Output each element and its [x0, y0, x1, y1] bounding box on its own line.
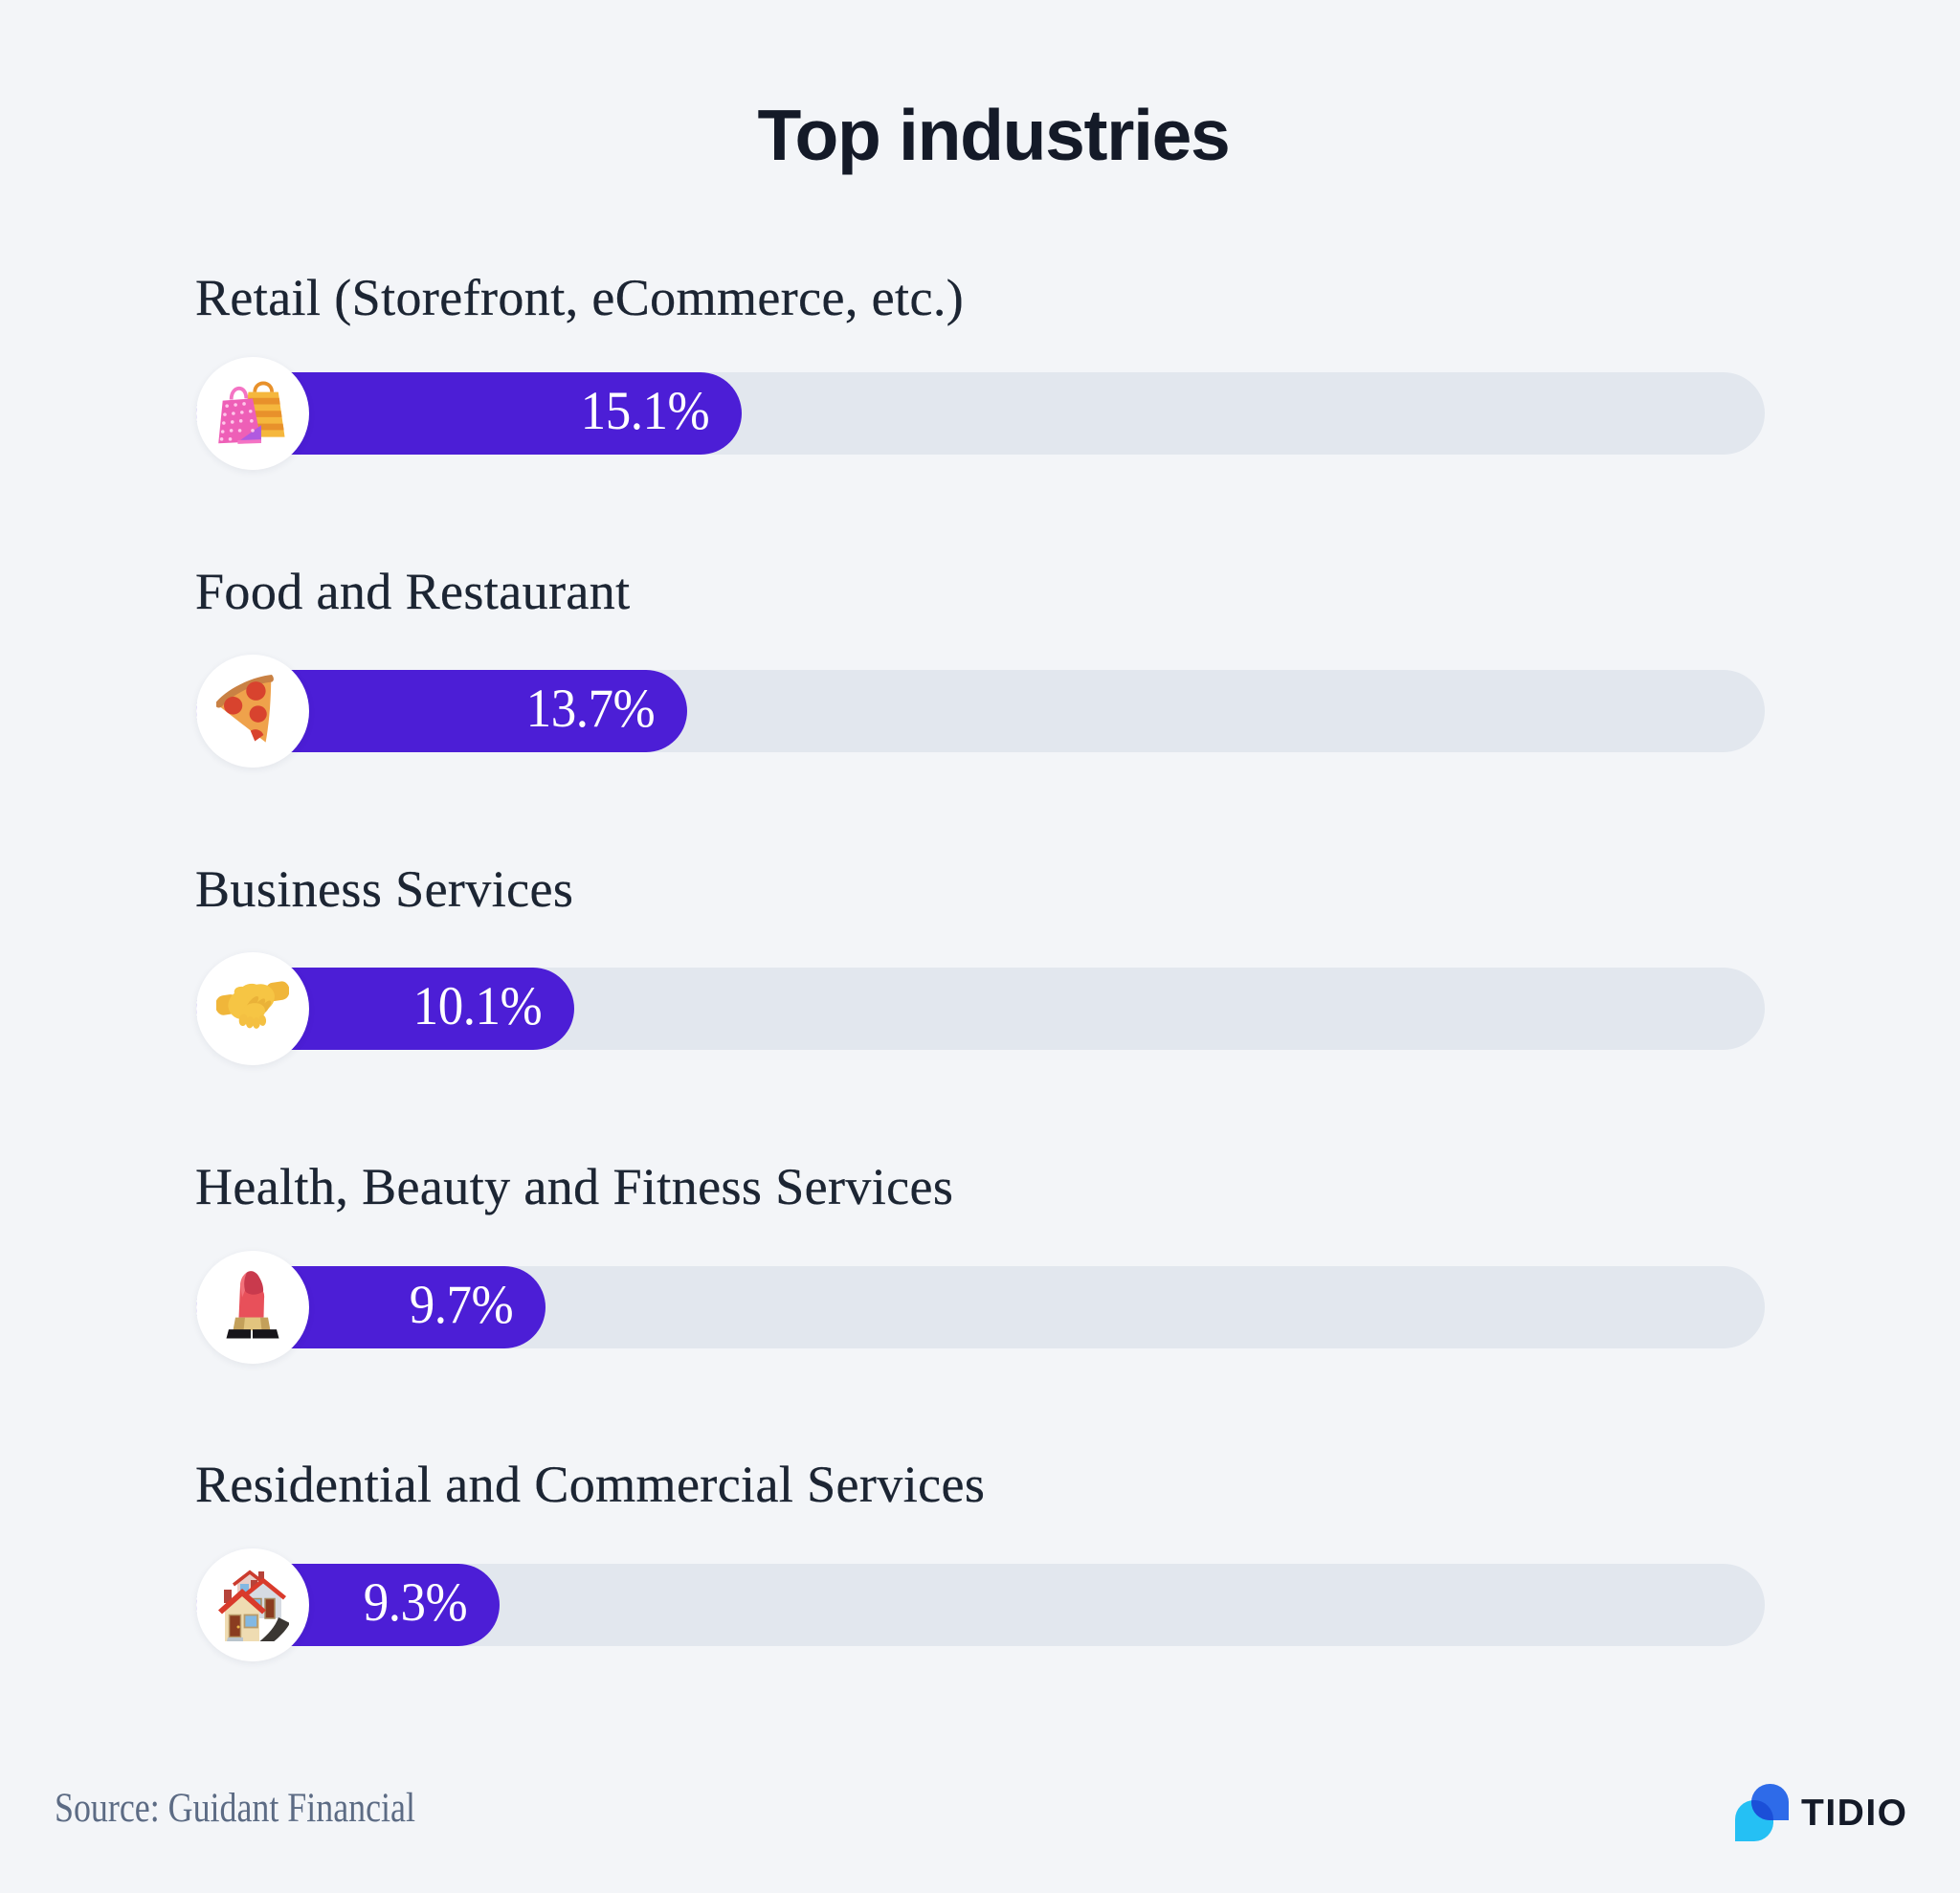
svg-text:TIDIO: TIDIO: [1801, 1793, 1908, 1834]
